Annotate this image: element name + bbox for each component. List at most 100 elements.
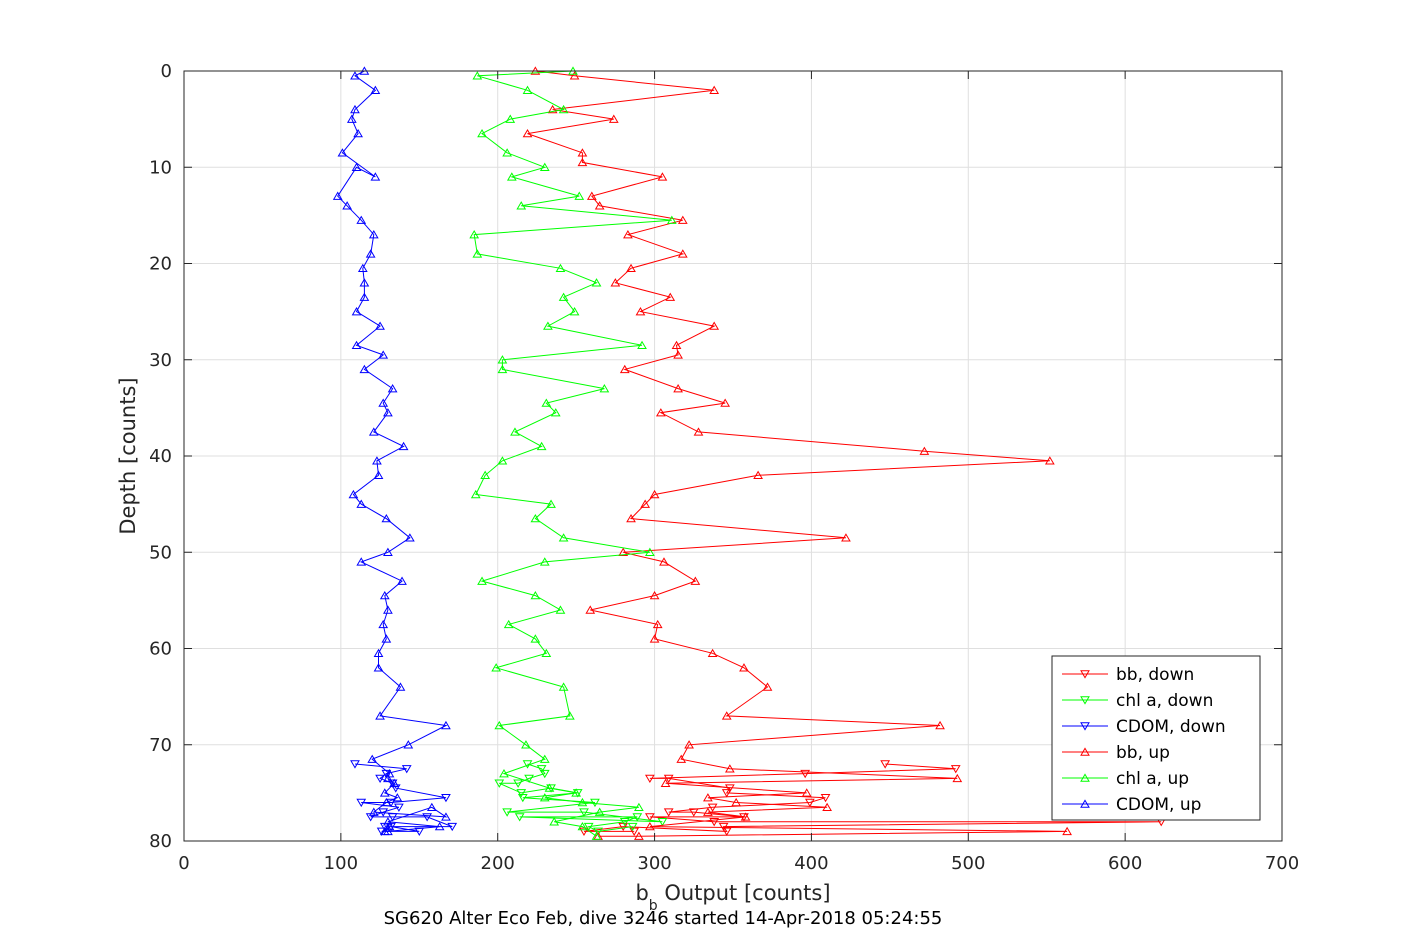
y-tick-label: 50: [149, 542, 172, 563]
data-point: [342, 201, 353, 210]
data-point: [801, 788, 812, 797]
data-point: [426, 802, 437, 812]
series-line: [473, 70, 672, 837]
x-tick-label: 700: [1265, 853, 1299, 874]
data-point: [564, 711, 575, 720]
data-point: [555, 605, 566, 614]
data-point: [368, 807, 379, 816]
data-point: [337, 148, 348, 157]
data-point: [800, 769, 811, 779]
data-point: [1062, 826, 1072, 836]
data-point: [709, 321, 720, 330]
data-point: [550, 408, 561, 417]
x-axis-label: bb Output [counts]: [635, 881, 830, 914]
data-point: [577, 821, 588, 831]
data-point: [350, 104, 360, 114]
data-point: [577, 157, 588, 167]
data-point: [379, 826, 390, 836]
data-point: [558, 104, 569, 114]
data-point: [351, 340, 362, 350]
x-tick-label: 100: [324, 853, 358, 874]
data-point: [397, 576, 407, 585]
data-point: [579, 808, 589, 817]
y-tick-label: 0: [161, 61, 172, 82]
legend-label: CDOM, up: [1116, 795, 1201, 815]
legend-marker: [1080, 747, 1090, 756]
data-point: [649, 489, 660, 499]
data-point: [367, 754, 378, 763]
data-point: [1044, 456, 1055, 465]
data-point: [541, 648, 552, 658]
legend-entry: chl a, up: [1062, 769, 1189, 789]
data-point: [688, 808, 699, 817]
data-point: [618, 547, 629, 556]
data-point: [470, 489, 481, 499]
data-point: [673, 384, 683, 393]
data-point: [574, 191, 585, 200]
data-point: [703, 807, 713, 816]
data-point: [577, 797, 588, 807]
legend-marker: [1080, 722, 1090, 731]
data-point: [543, 321, 553, 330]
data-point: [558, 292, 569, 301]
data-point: [623, 230, 633, 239]
data-point: [619, 364, 630, 374]
data-point: [709, 85, 720, 94]
y-tick-label: 70: [149, 735, 172, 756]
data-point: [405, 533, 415, 542]
data-point: [665, 292, 676, 301]
data-point: [693, 427, 704, 436]
data-point: [365, 249, 376, 258]
data-point: [434, 821, 445, 831]
data-point: [626, 263, 636, 273]
legend-marker: [1080, 773, 1090, 782]
data-point: [739, 663, 749, 672]
series-cdom-down: [350, 760, 458, 836]
data-point: [497, 364, 508, 374]
data-point: [477, 576, 487, 585]
data-point: [514, 813, 525, 822]
y-tick-label: 80: [149, 831, 172, 852]
data-point: [721, 711, 732, 720]
data-point: [718, 822, 729, 832]
data-point: [356, 499, 367, 508]
data-point: [530, 590, 541, 600]
data-point: [721, 789, 732, 798]
data-point: [663, 808, 674, 817]
legend-label: bb, up: [1116, 743, 1170, 763]
data-point: [539, 557, 550, 566]
data-point: [502, 808, 512, 817]
x-tick-label: 300: [637, 853, 671, 874]
data-point: [375, 774, 385, 784]
data-point: [804, 798, 815, 808]
data-point: [635, 307, 646, 316]
data-point: [586, 191, 597, 200]
data-point: [469, 230, 480, 239]
data-point: [634, 831, 644, 840]
data-point: [510, 427, 520, 436]
data-point: [517, 793, 528, 803]
data-point: [599, 384, 610, 393]
data-point: [378, 398, 389, 407]
data-point: [472, 71, 483, 80]
data-point: [441, 720, 451, 730]
data-point: [384, 821, 395, 831]
data-point: [820, 793, 831, 803]
data-point: [403, 740, 414, 749]
data-point: [536, 765, 547, 774]
data-point: [585, 605, 596, 614]
data-point: [373, 648, 384, 658]
data-point: [720, 398, 731, 407]
legend-entry: bb, down: [1062, 665, 1194, 685]
legend-marker: [1080, 696, 1090, 705]
data-point: [753, 470, 763, 479]
data-point: [494, 779, 505, 788]
data-point: [569, 307, 580, 316]
y-tick-label: 30: [149, 350, 172, 371]
data-point: [348, 489, 359, 499]
data-point: [684, 740, 694, 749]
data-point: [368, 427, 379, 436]
data-point: [346, 114, 357, 123]
series-bb-up: [522, 66, 1072, 840]
